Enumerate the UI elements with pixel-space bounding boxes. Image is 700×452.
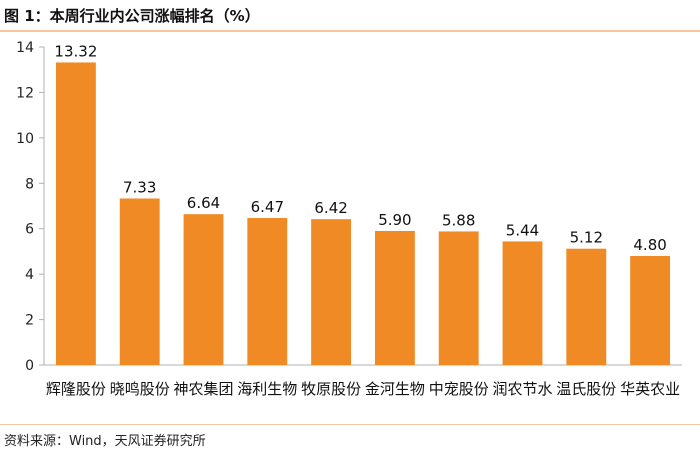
- category-label: 华英农业: [620, 380, 680, 398]
- figure-title: 图 1：本周行业内公司涨幅排名（%）: [4, 7, 260, 25]
- y-tick-label: 4: [25, 267, 34, 283]
- footer-divider: [0, 424, 700, 425]
- y-tick-label: 10: [16, 131, 34, 147]
- bar: [55, 62, 96, 366]
- data-label: 5.90: [378, 211, 411, 229]
- bar: [311, 219, 352, 365]
- data-labels: 13.32 7.33 6.64 6.47 6.42 5.90 5.88 5.44 5.12 4.8…: [54, 42, 666, 254]
- category-label: 温氏股份: [556, 380, 616, 398]
- y-tick-label: 12: [16, 85, 34, 101]
- bar: [119, 198, 160, 365]
- category-label: 金河生物: [365, 380, 425, 398]
- category-label: 牧原股份: [301, 380, 361, 398]
- bar: [247, 218, 288, 365]
- data-label: 7.33: [123, 179, 156, 197]
- y-tick-label: 6: [25, 222, 34, 238]
- category-label: 润农节水: [492, 380, 552, 398]
- category-label: 神农集团: [173, 380, 233, 398]
- y-tick-label: 8: [25, 176, 34, 192]
- bar: [374, 230, 415, 365]
- data-label: 5.44: [506, 221, 539, 239]
- data-label: 6.64: [187, 194, 220, 212]
- data-label: 13.32: [54, 42, 97, 60]
- header-divider: [0, 30, 700, 32]
- category-labels: 辉隆股份 晓鸣股份 神农集团 海利生物 牧原股份 金河生物 中宠股份 润农节水 温氏股份 华英农业: [46, 380, 680, 398]
- data-label: 6.42: [314, 199, 347, 217]
- bar: [566, 248, 607, 365]
- category-label: 中宠股份: [429, 380, 489, 398]
- y-tick-label: 14: [16, 40, 34, 56]
- source-note: 资料来源：Wind，天风证券研究所: [4, 434, 206, 449]
- bar: [630, 255, 671, 365]
- data-label: 5.88: [442, 211, 475, 229]
- bar-chart: 0 2 4 6 8 10 12 14 13.32 7.33 6.64 6.47 6.42 5.90 5.8…: [16, 40, 682, 398]
- y-tick-label: 0: [25, 358, 34, 374]
- y-tick-label: 2: [25, 313, 34, 329]
- bars: [55, 62, 671, 366]
- data-label: 6.47: [251, 198, 284, 216]
- data-label: 5.12: [570, 229, 603, 247]
- bar: [183, 214, 224, 365]
- figure-header: 图 1：本周行业内公司涨幅排名（%）: [0, 0, 700, 30]
- bar: [438, 231, 479, 365]
- data-label: 4.80: [633, 236, 666, 254]
- category-label: 海利生物: [237, 380, 297, 398]
- bar: [502, 241, 543, 365]
- category-label: 晓鸣股份: [110, 380, 170, 398]
- category-label: 辉隆股份: [46, 380, 106, 398]
